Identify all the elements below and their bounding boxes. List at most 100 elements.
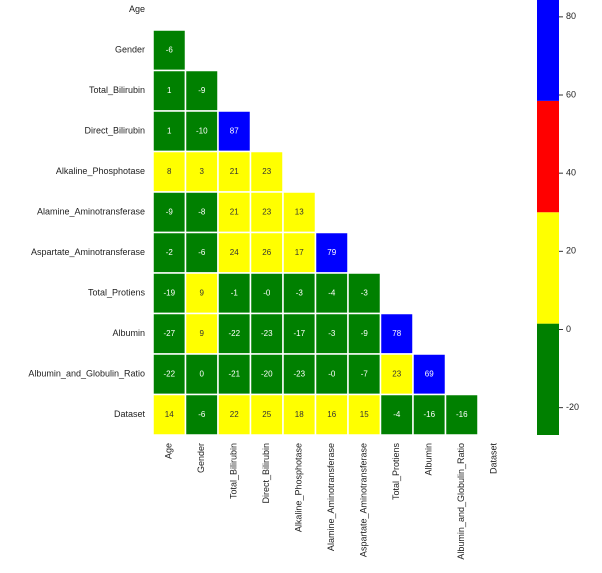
y-tick-label: Albumin	[112, 328, 145, 338]
cell-label: -9	[166, 207, 174, 216]
heatmap-cell	[217, 312, 252, 355]
heatmap-cell	[184, 393, 219, 436]
cell-label: -21	[228, 369, 240, 378]
cell-label: -0	[328, 369, 336, 378]
cell-label: -0	[263, 288, 271, 297]
cell-label: -9	[198, 86, 206, 95]
cell-label: -4	[393, 410, 401, 419]
cell-label: -6	[198, 410, 206, 419]
heatmap-cell	[314, 393, 349, 436]
cell-label: 9	[200, 329, 205, 338]
heatmap-cell	[379, 393, 414, 436]
colorbar-segment	[537, 0, 559, 101]
cell-label: 8	[167, 167, 172, 176]
x-tick-label: Albumin_and_Globulin_Ratio	[456, 443, 466, 560]
cell-label: 1	[167, 86, 172, 95]
heatmap-cell	[314, 272, 349, 315]
y-tick-label: Alkaline_Phosphotase	[56, 166, 145, 176]
cell-label: 23	[262, 207, 271, 216]
x-tick-label: Dataset	[489, 443, 499, 475]
heatmap-cell	[217, 110, 252, 153]
heatmap-cell	[184, 150, 219, 193]
y-tick-label: Dataset	[114, 409, 146, 419]
cell-label: -22	[163, 369, 175, 378]
cell-label: -3	[328, 329, 336, 338]
cell-label: -3	[361, 288, 369, 297]
cell-label: 1	[167, 126, 172, 135]
y-tick-label: Total_Bilirubin	[89, 85, 145, 95]
y-tick-label: Albumin_and_Globulin_Ratio	[28, 369, 145, 379]
heatmap-cell	[184, 231, 219, 274]
heatmap-cell	[217, 393, 252, 436]
y-tick-label: Total_Protiens	[88, 288, 146, 298]
cell-label: -1	[231, 288, 239, 297]
y-tick-label: Aspartate_Aminotransferase	[31, 247, 145, 257]
cell-label: 21	[230, 207, 239, 216]
y-tick-label: Gender	[115, 45, 145, 55]
heatmap-cell	[412, 353, 447, 396]
y-tick-label: Age	[129, 4, 145, 14]
cell-label: 78	[392, 329, 401, 338]
cell-label: -23	[261, 329, 273, 338]
heatmap-cell	[282, 393, 317, 436]
colorbar-tick-label: 60	[566, 89, 576, 99]
heatmap-cell	[152, 353, 187, 396]
cell-label: 69	[425, 369, 434, 378]
cell-label: 24	[230, 248, 239, 257]
colorbar-tick-label: -20	[566, 402, 579, 412]
cell-label: -9	[361, 329, 369, 338]
heatmap-cell	[314, 231, 349, 274]
cell-label: 22	[230, 410, 239, 419]
heatmap-cell	[152, 231, 187, 274]
cell-label: -16	[423, 410, 435, 419]
x-tick-label: Gender	[196, 443, 206, 473]
heatmap-cell	[444, 393, 479, 436]
cell-label: 79	[327, 248, 336, 257]
cell-label: -6	[166, 45, 174, 54]
heatmap-cell	[184, 272, 219, 315]
colorbar-tick-label: 20	[566, 246, 576, 256]
colorbar-segment	[537, 323, 559, 435]
cell-label: 13	[295, 207, 304, 216]
x-tick-label: Total_Bilirubin	[229, 443, 239, 499]
cell-label: -10	[196, 126, 208, 135]
cell-label: 25	[262, 410, 271, 419]
cell-label: -16	[456, 410, 468, 419]
cell-label: -20	[261, 369, 273, 378]
colorbar-tick-label: 80	[566, 11, 576, 21]
cell-label: 23	[392, 369, 401, 378]
x-tick-label: Aspartate_Aminotransferase	[359, 443, 369, 557]
cell-label: 0	[200, 369, 205, 378]
y-tick-label: Direct_Bilirubin	[84, 126, 145, 136]
heatmap-cell	[379, 312, 414, 355]
cell-label: -19	[163, 288, 175, 297]
cell-label: -27	[163, 329, 175, 338]
x-tick-label: Total_Protiens	[391, 443, 401, 501]
colorbar-tick-label: 0	[566, 324, 571, 334]
x-tick-label: Age	[164, 443, 174, 459]
heatmap-cell	[282, 231, 317, 274]
heatmap-cell	[249, 231, 284, 274]
y-tick-label: Alamine_Aminotransferase	[37, 207, 145, 217]
cell-label: 9	[200, 288, 205, 297]
heatmap-cell	[249, 191, 284, 234]
cell-label: 17	[295, 248, 304, 257]
cell-label: -2	[166, 248, 174, 257]
heatmap-cell	[152, 312, 187, 355]
heatmap-cell	[184, 191, 219, 234]
cell-label: -6	[198, 248, 206, 257]
heatmap-cell	[249, 393, 284, 436]
cell-label: 15	[360, 410, 369, 419]
cell-label: -23	[293, 369, 305, 378]
cell-label: 3	[200, 167, 205, 176]
cell-label: -4	[328, 288, 336, 297]
heatmap-cell	[152, 393, 187, 436]
x-tick-label: Direct_Bilirubin	[261, 443, 271, 504]
colorbar-tick-label: 40	[566, 168, 576, 178]
heatmap-cell	[412, 393, 447, 436]
cell-label: 87	[230, 126, 239, 135]
cell-label: 23	[262, 167, 271, 176]
cell-label: 14	[165, 410, 174, 419]
colorbar-segment	[537, 100, 559, 213]
